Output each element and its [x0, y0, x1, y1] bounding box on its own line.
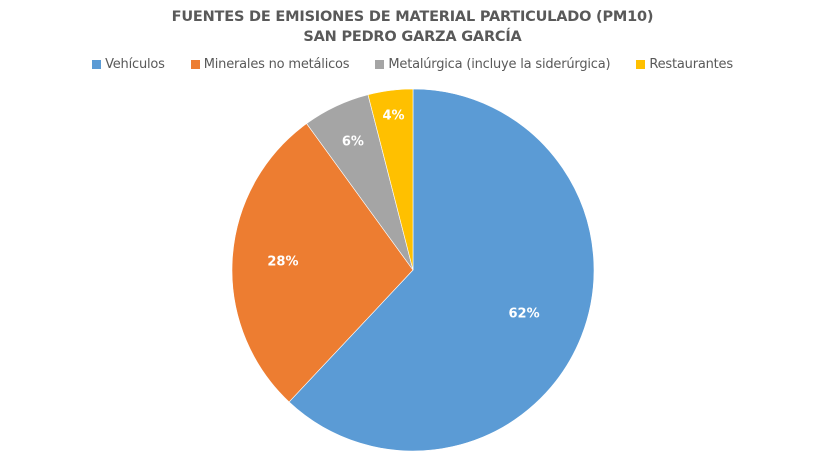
legend-item-minerales: Minerales no metálicos	[190, 57, 350, 72]
legend-item-vehiculos: Vehículos	[92, 57, 165, 72]
legend-swatch-icon	[375, 60, 385, 69]
legend-swatch-icon	[92, 60, 102, 69]
slice-restaurantes	[367, 88, 414, 271]
legend-swatch-icon	[636, 60, 646, 69]
legend-label: Metalúrgica (incluye la siderúrgica)	[388, 57, 611, 72]
legend-label: Restaurantes	[649, 57, 733, 72]
legend-swatch-icon	[190, 60, 200, 69]
data-label-vehiculos: 62%	[508, 306, 540, 322]
chart-title-line2: SAN PEDRO GARZA GARCÍA	[303, 29, 522, 45]
slice-vehiculos	[288, 88, 595, 452]
chart-title-line1: FUENTES DE EMISIONES DE MATERIAL PARTICU…	[171, 9, 654, 25]
legend-item-metalurgica: Metalúrgica (incluye la siderúrgica)	[375, 57, 611, 72]
chart-legend: Vehículos Minerales no metálicos Metalúr…	[0, 57, 825, 72]
data-label-restaurantes: 4%	[382, 108, 405, 124]
data-label-metalurgica: 6%	[341, 134, 364, 150]
legend-item-restaurantes: Restaurantes	[636, 57, 733, 72]
legend-label: Vehículos	[105, 57, 165, 72]
slice-minerales	[231, 123, 414, 403]
legend-label: Minerales no metálicos	[203, 57, 350, 72]
data-label-minerales: 28%	[267, 254, 299, 270]
chart-title: FUENTES DE EMISIONES DE MATERIAL PARTICU…	[0, 7, 825, 47]
